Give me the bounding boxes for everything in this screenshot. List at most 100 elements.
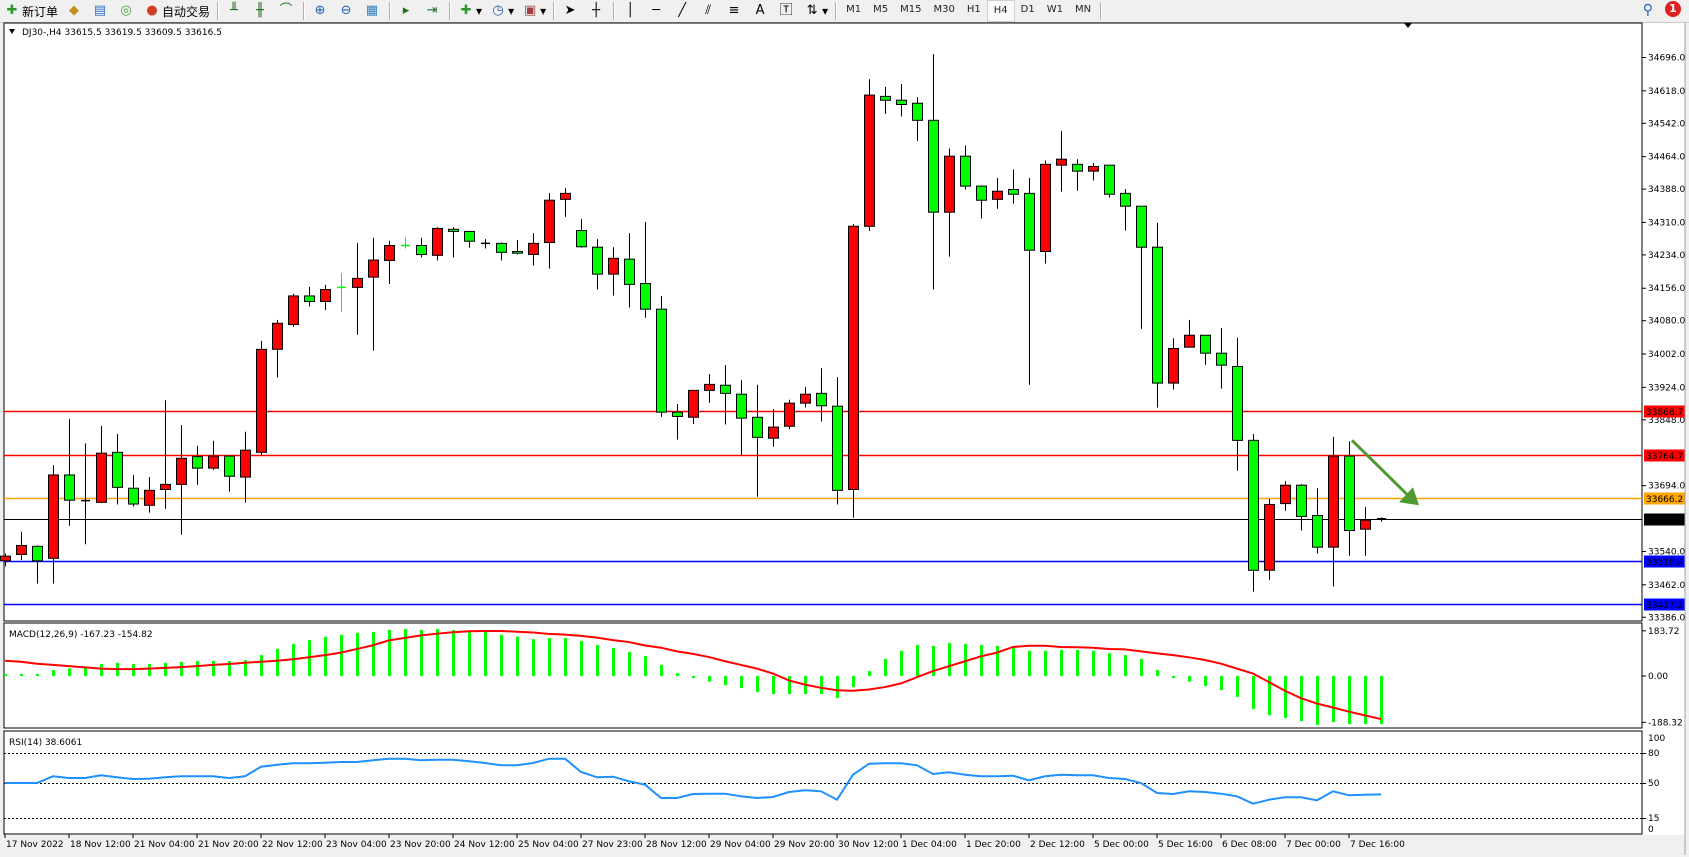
macd-bar [52,670,55,676]
zoom-out-button[interactable]: ⊖ [334,1,360,21]
indicators-button[interactable]: ✚ ▾ [454,1,486,21]
tile-windows-button[interactable]: ▦ [360,1,386,21]
candle [272,319,283,378]
timeframe-w1[interactable]: W1 [1046,4,1063,15]
candle [752,384,763,497]
candle [1136,205,1147,329]
data-window-button[interactable]: ▤ [88,1,114,21]
macd-axis-label: 0.00 [1648,672,1668,682]
rsi-axis-label: 100 [1648,734,1665,744]
candle-body [720,384,731,394]
macd-bar [708,676,711,682]
timeframe-m30[interactable]: M30 [933,4,955,15]
timeframe-h4[interactable]: H4 [986,0,1015,22]
rsi-axis-label: 0 [1648,825,1654,835]
candle [1056,130,1067,192]
price-axis-label: 34156.0 [1648,284,1685,294]
text-button[interactable]: A [748,1,774,21]
navigator-button[interactable]: ◎ [114,1,140,21]
timeframe-m15[interactable]: M15 [900,4,922,15]
timeframe-m1[interactable]: M1 [846,4,862,15]
trend-arrow[interactable] [1350,439,1413,500]
macd-bar [1316,676,1319,725]
auto-scroll-button[interactable]: ▸ [394,1,420,21]
candle [1072,159,1083,191]
macd-bar [228,660,231,676]
rsi-axis-label: 15 [1648,814,1659,824]
chart-menu-triangle-icon[interactable] [9,29,15,34]
new-order-icon: ✚ [6,3,18,18]
line-chart-button[interactable]: ⌒ [274,1,300,21]
macd-bar [468,631,471,676]
price-tag [1644,555,1685,568]
zoom-in-button[interactable]: ⊕ [308,1,334,21]
candle [496,242,507,261]
cursor-button[interactable]: ➤ [558,1,584,21]
candle [448,227,459,258]
candlestick-button[interactable]: ╫ [248,1,274,21]
price-axis-label: 34002.0 [1648,350,1685,360]
candle-body [608,257,619,275]
timeframe-d1[interactable]: D1 [1020,4,1035,15]
candle-body [384,245,395,261]
candle-body [1088,165,1099,172]
equidistant-channel-button[interactable]: ⫽ [696,1,722,21]
timeframe-h1[interactable]: H1 [966,4,981,15]
trendline-button[interactable]: ╱ [670,1,696,21]
candle-body [960,155,971,187]
market-watch-button[interactable]: ◆ [62,1,88,21]
candle [112,433,123,505]
price-tag [1644,598,1685,611]
price-tag-label: 33666.2 [1646,495,1683,505]
candle-body [1344,455,1355,532]
macd-bar [1332,676,1335,723]
bar-chart-button[interactable]: ╨ [222,1,248,21]
toolbar-separator [1100,2,1103,20]
crosshair-button[interactable]: ┼ [584,1,610,21]
timeframe-mn[interactable]: MN [1074,4,1092,15]
candle-body [512,250,523,254]
chart-shift-button[interactable]: ⇥ [420,1,446,21]
time-axis: 17 Nov 2022 18 Nov 12:00 21 Nov 04:00 21 No… [4,23,1686,855]
vertical-line-button[interactable]: │ [618,1,644,21]
macd-bar [36,674,39,677]
candle [1377,517,1386,522]
macd-bar [20,674,23,677]
horizontal-line-button[interactable]: ─ [644,1,670,21]
rsi-pane: 100 80 50 150 [3,730,1665,835]
candle-body [864,94,875,227]
macd-bar [1028,650,1031,676]
fibonacci-button[interactable]: ≡ [722,1,748,21]
candle-body [1280,484,1291,505]
price-axis-label: 33462.0 [1648,581,1685,591]
templates-button[interactable]: ▣ ▾ [523,3,547,18]
toolbar-separator [613,2,616,20]
auto-trade-label: 自动交易 [162,4,211,19]
notification-badge[interactable]: 1 [1665,1,1681,17]
navigator-icon: ◎ [120,3,132,18]
candle [640,222,651,318]
candle [1168,338,1179,390]
text-label-button[interactable]: 🅃 [774,1,800,21]
candle [816,368,827,422]
candle [1344,441,1355,556]
periods-button[interactable]: ◷ ▾ [486,1,518,21]
search-icon[interactable]: ⚲ [1642,2,1653,18]
macd-bar [1060,649,1063,676]
macd-bar [516,636,519,676]
candle [1328,436,1339,587]
macd-bar [820,676,823,694]
arrows-button[interactable]: ⇅ ▾ [800,1,832,21]
candle [224,455,235,492]
candle [1120,189,1131,231]
timeframe-m5[interactable]: M5 [873,4,889,15]
chart-shift-marker-icon[interactable] [1404,23,1412,28]
candle-body [496,242,507,253]
candle [1024,177,1035,385]
new-order-button[interactable]: ✚ 新订单 [0,1,62,21]
auto-trading-button[interactable]: ● 自动交易 [140,1,214,21]
time-axis-label: 25 Nov 04:00 [518,840,579,850]
templates-icon: ▣ [523,3,537,18]
macd-bar [324,636,327,676]
